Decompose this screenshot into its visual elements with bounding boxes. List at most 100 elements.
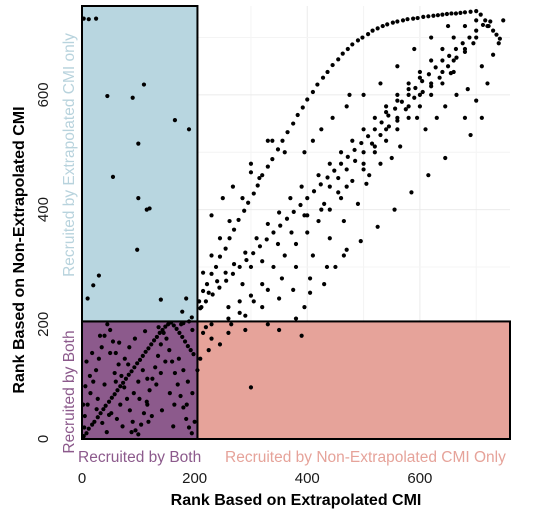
point-381	[158, 342, 163, 347]
point-66	[405, 17, 410, 22]
point-358	[93, 368, 99, 373]
point-272	[330, 115, 335, 120]
point-295	[468, 132, 473, 138]
point-227	[240, 196, 245, 201]
point-280	[209, 322, 214, 327]
point-1	[86, 17, 91, 22]
point-136	[270, 138, 275, 143]
point-111	[332, 168, 337, 173]
point-108	[352, 147, 357, 153]
x-tick-label-600: 600	[407, 470, 432, 487]
point-385	[170, 359, 175, 364]
point-51	[330, 62, 335, 68]
point-296	[479, 115, 484, 120]
point-366	[116, 362, 121, 367]
point-279	[445, 23, 451, 29]
point-389	[181, 405, 186, 410]
point-329	[123, 376, 129, 381]
point-392	[189, 431, 194, 436]
point-91	[467, 35, 472, 40]
point-142	[289, 230, 294, 235]
point-321	[101, 407, 106, 412]
point-74	[444, 11, 450, 17]
point-21	[189, 315, 194, 320]
point-72	[435, 13, 441, 18]
point-59	[370, 28, 375, 33]
region-non-extrapolated-only-border	[196, 320, 512, 440]
point-222	[251, 299, 256, 304]
point-26	[209, 271, 214, 276]
point-19	[91, 283, 96, 288]
point-430	[137, 396, 142, 401]
point-96	[433, 65, 438, 70]
point-247	[465, 87, 470, 92]
point-379	[153, 365, 158, 370]
point-182	[327, 207, 332, 212]
point-277	[412, 46, 417, 52]
point-178	[282, 253, 287, 258]
point-411	[163, 359, 168, 364]
point-146	[344, 184, 349, 189]
point-219	[293, 264, 299, 270]
point-286	[307, 276, 313, 281]
point-7	[172, 118, 178, 123]
point-133	[209, 213, 214, 218]
point-292	[409, 190, 414, 195]
point-412	[167, 391, 172, 396]
point-427	[159, 408, 165, 413]
point-120	[271, 230, 276, 235]
point-100	[406, 92, 411, 97]
point-406	[140, 368, 145, 373]
point-235	[322, 282, 327, 287]
point-401	[118, 402, 123, 407]
point-176	[260, 282, 265, 287]
point-116	[298, 202, 303, 208]
region-label-both-vertical: Recruited by Both	[61, 330, 78, 453]
point-213	[389, 155, 394, 161]
point-340	[154, 334, 159, 340]
point-87	[501, 18, 506, 23]
point-414	[176, 356, 181, 361]
point-341	[157, 330, 162, 336]
point-288	[341, 253, 346, 258]
point-204	[417, 69, 422, 75]
point-94	[447, 53, 452, 58]
point-240	[367, 173, 372, 178]
point-360	[99, 345, 104, 350]
point-255	[361, 150, 366, 155]
point-106	[365, 134, 371, 139]
point-364	[110, 339, 116, 344]
point-259	[395, 118, 400, 123]
point-53	[340, 51, 345, 56]
point-125	[237, 264, 242, 270]
point-34	[246, 200, 251, 205]
point-113	[318, 182, 323, 187]
point-377	[147, 388, 152, 393]
point-124	[244, 257, 249, 263]
point-248	[479, 64, 484, 69]
point-349	[180, 334, 185, 340]
point-404	[131, 391, 136, 396]
point-154	[440, 81, 445, 86]
point-246	[454, 92, 459, 97]
point-386	[172, 370, 178, 376]
point-306	[206, 348, 211, 353]
point-6	[186, 127, 192, 132]
point-311	[277, 327, 282, 333]
point-299	[462, 115, 468, 120]
point-372	[133, 428, 138, 433]
point-402	[122, 356, 127, 361]
point-229	[217, 236, 223, 241]
point-382	[161, 330, 166, 336]
point-189	[406, 104, 411, 109]
point-250	[496, 41, 501, 46]
point-351	[185, 343, 190, 349]
point-236	[333, 264, 338, 270]
point-160	[316, 173, 321, 178]
point-262	[420, 89, 425, 95]
point-126	[230, 271, 236, 276]
point-169	[223, 270, 228, 275]
point-350	[182, 339, 188, 344]
point-29	[223, 246, 228, 251]
region-label-both-horizontal: Recruited by Both	[78, 449, 201, 466]
